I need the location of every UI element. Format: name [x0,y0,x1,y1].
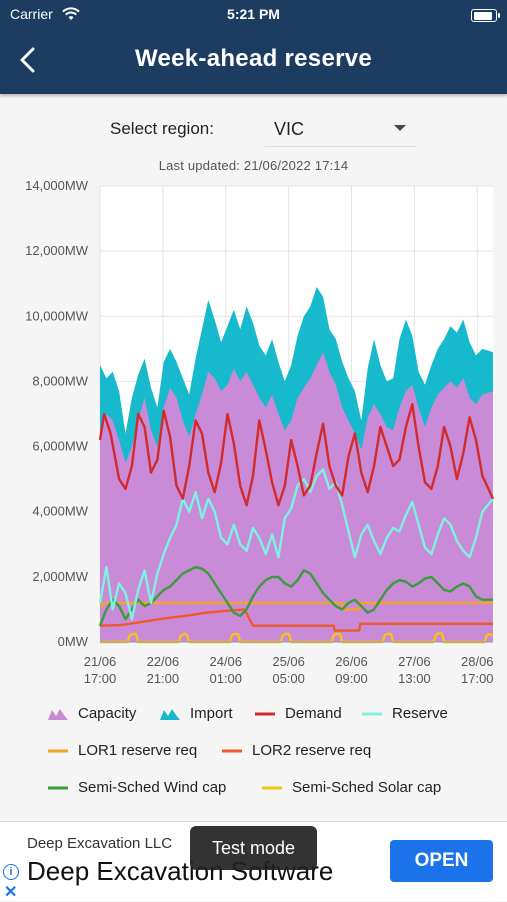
line-reserve [98,468,494,621]
line-demand [98,403,495,507]
clock: 5:21 PM [227,6,280,22]
x-tick-date: 22/06 [147,654,180,669]
battery-icon [471,9,500,22]
x-tick-time: 21:00 [147,671,180,686]
y-tick-label: 12,000MW [25,243,89,258]
legend-swatch [255,712,275,716]
app-header: Carrier 5:21 PM Week-ahead reserve [0,0,507,94]
x-tick-date: 27/06 [398,654,431,669]
y-tick-label: 4,000MW [32,504,88,519]
legend-swatch [362,712,382,716]
x-tick-time: 17:00 [84,671,117,686]
legend-label: Semi-Sched Solar cap [292,779,442,796]
legend-label: Capacity [78,705,137,722]
x-tick-time: 01:00 [209,671,242,686]
legend-swatch [262,786,282,790]
wifi-icon [62,7,80,20]
ad-banner[interactable]: i ✕ Deep Excavation LLC Deep Excavation … [0,821,507,901]
region-label: Select region: [110,119,214,138]
x-tick-date: 28/06 [461,654,494,669]
y-tick-label: 14,000MW [25,178,89,193]
x-tick-time: 13:00 [398,671,431,686]
legend-label: LOR2 reserve req [252,742,372,759]
x-tick-date: 26/06 [335,654,368,669]
x-tick-time: 17:00 [461,671,494,686]
x-tick-time: 05:00 [272,671,305,686]
info-icon[interactable]: i [3,864,19,880]
legend-swatch [48,749,68,753]
line-semi-sched-solar-cap [100,632,494,644]
y-tick-label: 0MW [58,634,89,649]
legend-label: Reserve [392,705,448,722]
carrier-label: Carrier [10,6,53,22]
chevron-down-icon [394,125,406,131]
legend-label: Demand [285,705,342,722]
legend-label: Semi-Sched Wind cap [78,779,227,796]
close-icon[interactable]: ✕ [4,884,18,901]
line-lor2-reserve-req [99,608,493,632]
x-tick-time: 09:00 [335,671,368,686]
region-dropdown[interactable]: VIC [265,110,416,147]
test-mode-toast: Test mode [190,826,317,870]
legend-swatch [160,709,180,720]
line-semi-sched-wind-cap [98,565,493,627]
legend-swatch [48,786,68,790]
reserve-chart: 0MW 2,000MW 4,000MW 6,000MW 8,000MW 10,000MW 1… [25,178,495,686]
x-tick-date: 21/06 [84,654,117,669]
back-arrow-icon[interactable] [16,46,40,74]
status-bar: Carrier 5:21 PM [0,5,507,25]
ad-open-button[interactable]: OPEN [390,840,493,882]
y-tick-label: 10,000MW [25,308,89,323]
y-tick-label: 2,000MW [32,569,88,584]
ad-advertiser: Deep Excavation LLC [27,835,173,852]
legend-label: Import [190,705,233,722]
y-tick-label: 8,000MW [32,373,88,388]
legend-swatch [222,749,242,753]
legend-swatch [48,709,68,720]
region-value: VIC [274,119,305,139]
x-tick-date: 24/06 [209,654,242,669]
page-title: Week-ahead reserve [134,45,373,72]
last-updated: Last updated: 21/06/2022 17:14 [158,158,349,173]
y-tick-label: 6,000MW [32,439,88,454]
x-tick-date: 25/06 [272,654,305,669]
legend-label: LOR1 reserve req [78,742,198,759]
